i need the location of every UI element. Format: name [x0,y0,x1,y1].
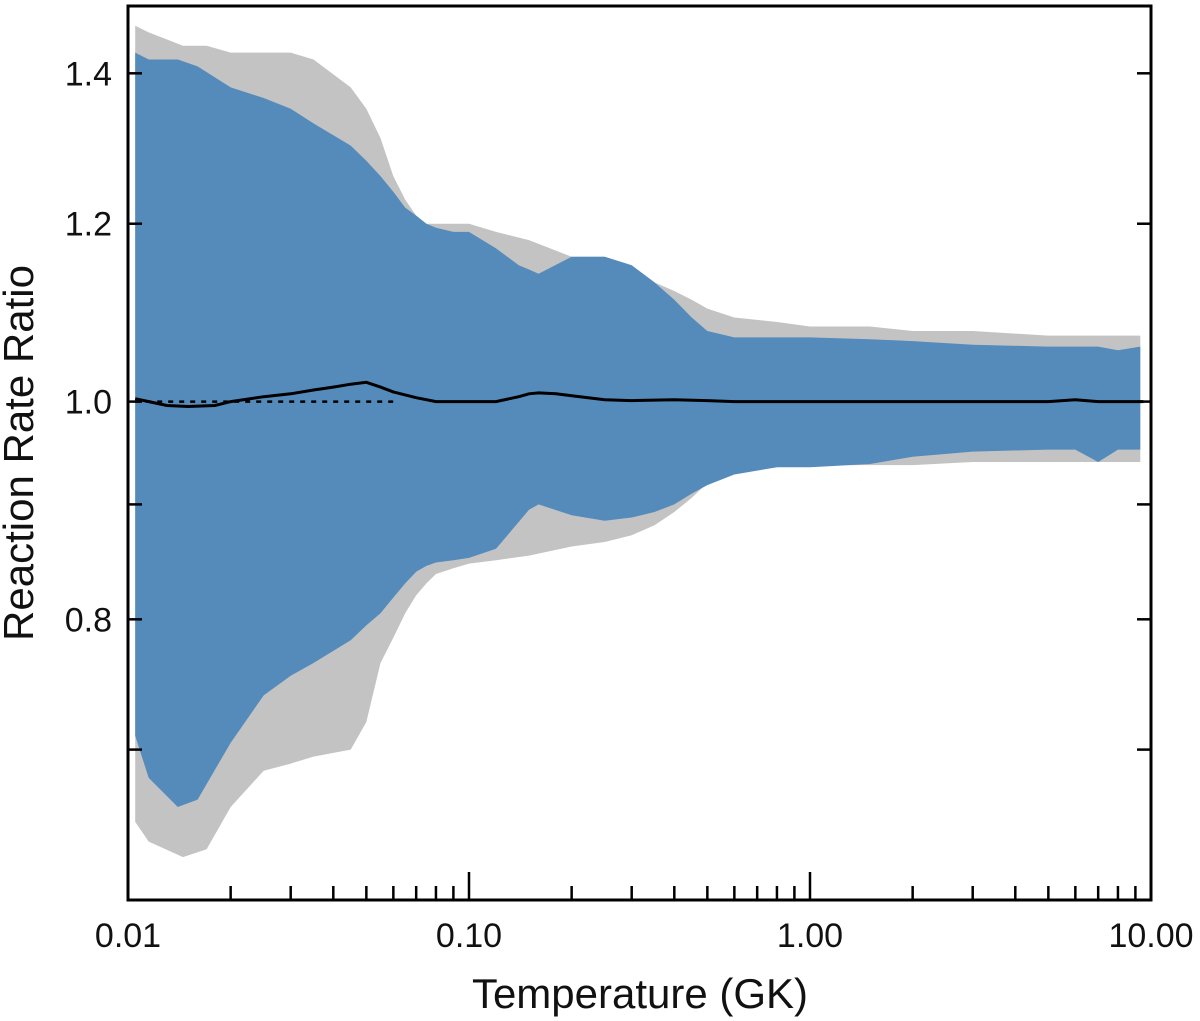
x-tick-label: 1.00 [777,917,843,955]
axis-tick-labels: 0.01 0.10 1.00 10.00 0.8 1.0 1.2 1.4 [65,55,1194,955]
ratio-lines [134,380,1144,409]
plot-frame [126,4,1153,902]
y-tick-label: 1.4 [65,55,112,93]
uncertainty-bands [135,25,1141,858]
axis-ticks [128,72,1151,900]
y-tick-label: 1.2 [65,206,112,244]
x-axis-title: Temperature (GK) [472,970,808,1017]
x-tick-label: 0.01 [95,917,161,955]
inner-band-area [135,52,1141,808]
x-tick-label: 10.00 [1108,917,1193,955]
median-ratio-line [134,380,1144,409]
y-tick-label: 1.0 [65,384,112,422]
x-tick-label: 0.10 [436,917,502,955]
y-tick-label: 0.8 [65,601,112,639]
y-axis-title: Reaction Rate Ratio [0,265,42,641]
